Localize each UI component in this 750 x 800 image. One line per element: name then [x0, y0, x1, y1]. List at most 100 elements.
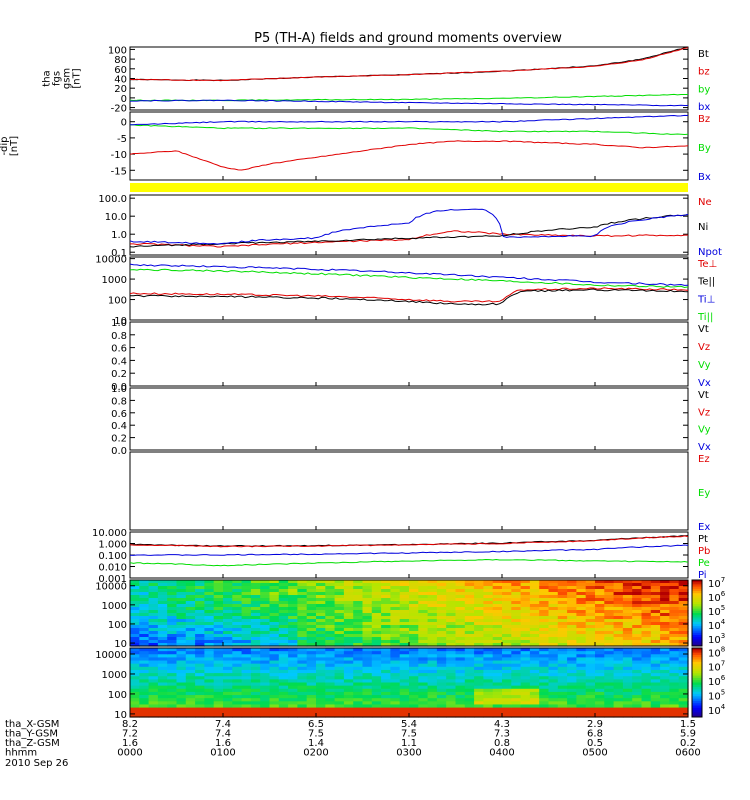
spectrogram-cell — [622, 663, 633, 668]
spectrogram-cell — [399, 637, 410, 641]
legend-entry: Ne — [698, 197, 712, 208]
spectrogram-cell — [585, 598, 596, 602]
spectrogram-cell — [418, 698, 429, 702]
spectrogram-cell — [139, 688, 150, 693]
spectrogram-cell — [511, 666, 522, 671]
spectrogram-cell — [446, 607, 457, 611]
spectrogram-cell — [353, 704, 364, 709]
spectrogram-cell — [622, 613, 633, 617]
spectrogram-cell — [278, 695, 289, 699]
spectrogram-cell — [139, 598, 150, 602]
spectrogram-cell — [650, 643, 661, 647]
spectrogram-cell — [511, 607, 522, 611]
spectrogram-cell — [306, 707, 317, 712]
spectrogram-cell — [278, 643, 289, 647]
spectrogram-cell — [446, 691, 457, 696]
spectrogram-cell — [213, 619, 224, 623]
spectrogram-cell — [343, 613, 354, 617]
spectrogram-cell — [353, 679, 364, 684]
spectrogram-cell — [539, 598, 550, 602]
spectrogram-cell — [297, 682, 308, 687]
y-tick-label: 0.0 — [111, 446, 127, 457]
spectrogram-cell — [669, 698, 680, 702]
colorbar-step — [692, 610, 702, 614]
spectrogram-cell — [316, 580, 326, 584]
spectrogram-cell — [585, 673, 596, 677]
spectrogram-cell — [632, 685, 643, 690]
spectrogram-cell — [223, 592, 233, 596]
y-tick-label: 10.0 — [105, 212, 127, 223]
x-tick-label: 0.8 — [494, 738, 510, 749]
spectrogram-cell — [436, 598, 447, 602]
spectrogram-cell — [362, 648, 373, 652]
spectrogram-cell — [139, 701, 150, 706]
spectrogram-cell — [232, 701, 243, 706]
spectrogram-cell — [148, 710, 159, 715]
spectrogram-cell — [492, 657, 503, 662]
spectrogram-cell — [660, 682, 670, 687]
spectrogram-cell — [660, 610, 670, 614]
spectrogram-cell — [604, 589, 615, 593]
spectrogram-cell — [223, 704, 233, 709]
spectrogram-cell — [213, 622, 224, 626]
spectrogram-cell — [130, 707, 140, 712]
spectrogram-cell — [195, 698, 205, 702]
spectrogram-cell — [567, 595, 577, 599]
spectrogram-cell — [446, 701, 457, 706]
spectrogram-cell — [455, 637, 466, 641]
spectrogram-cell — [288, 691, 298, 696]
spectrogram-cell — [269, 592, 280, 596]
spectrogram-cell — [529, 634, 540, 638]
spectrogram-cell — [622, 666, 633, 671]
spectrogram-cell — [195, 666, 205, 671]
spectrogram-cell — [604, 628, 615, 632]
spectrogram-cell — [185, 695, 196, 699]
spectrogram-cell — [427, 701, 438, 706]
spectrogram-cell — [511, 622, 522, 626]
spectrogram-cell — [260, 688, 271, 693]
spectrogram-cell — [390, 595, 401, 599]
spectrogram-cell — [353, 616, 364, 620]
spectrogram-cell — [167, 704, 178, 709]
spectrogram-cell — [427, 695, 438, 699]
spectrogram-cell — [148, 604, 159, 608]
spectrogram-cell — [604, 598, 615, 602]
spectrogram-cell — [474, 595, 484, 599]
y-tick-label: 10 — [114, 639, 127, 650]
spectrogram-cell — [390, 660, 401, 665]
legend-entry: Te|| — [697, 277, 715, 288]
spectrogram-cell — [390, 710, 401, 715]
spectrogram-cell — [325, 640, 336, 644]
colorbar-step — [692, 624, 702, 627]
colorbar-step — [692, 664, 702, 667]
spectrogram-cell — [436, 640, 447, 644]
spectrogram-cell — [306, 682, 317, 687]
x-tick-label: 1.6 — [122, 738, 138, 749]
colorbar-step — [692, 671, 702, 674]
colorbar-step — [692, 595, 702, 599]
spectrogram-cell — [316, 657, 326, 662]
spectrogram-cell — [641, 631, 652, 635]
spectrogram-cell — [232, 654, 243, 659]
spectrogram-cell — [622, 637, 633, 641]
spectrogram-cell — [464, 704, 475, 709]
spectrogram-cell — [334, 695, 345, 699]
spectrogram-cell — [464, 586, 475, 590]
spectrogram-cell — [576, 657, 587, 662]
spectrogram-cell — [483, 682, 494, 687]
legend-entry: Ti⊥ — [697, 294, 715, 305]
spectrogram-cell — [604, 622, 615, 626]
spectrogram-cell — [232, 685, 243, 690]
spectrogram-cell — [250, 625, 261, 629]
spectrogram-cell — [297, 698, 308, 702]
spectrogram-cell — [548, 666, 559, 671]
spectrogram-cell — [185, 707, 196, 712]
spectrogram-cell — [185, 613, 196, 617]
spectrogram-cell — [399, 691, 410, 696]
spectrogram-cell — [604, 604, 615, 608]
spectrogram-cell — [139, 628, 150, 632]
spectrogram-cell — [492, 601, 503, 605]
spectrogram-cell — [278, 648, 289, 652]
spectrogram-cell — [474, 616, 484, 620]
colorbar-tick-label: 106 — [708, 674, 726, 688]
